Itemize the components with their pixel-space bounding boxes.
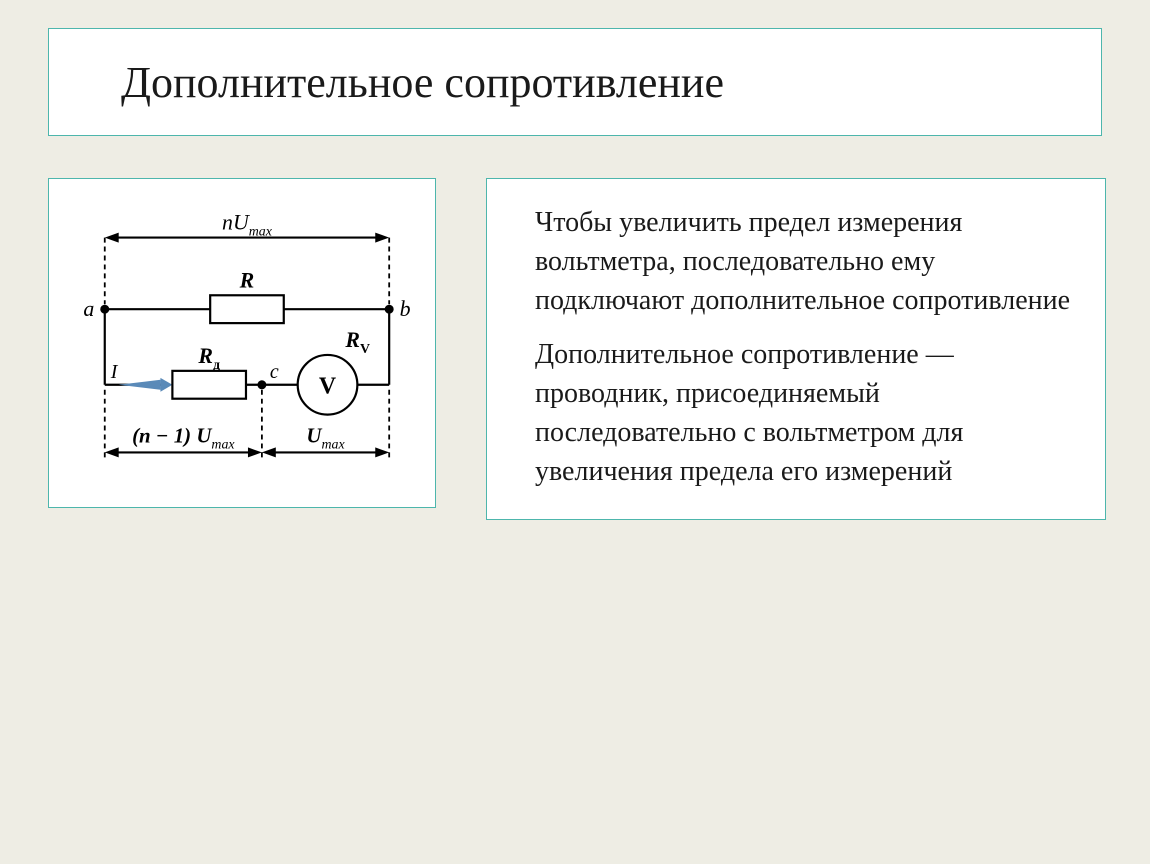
- title-container: Дополнительное сопротивление: [48, 28, 1102, 136]
- description-container: Чтобы увеличить предел измерения вольтме…: [486, 178, 1106, 520]
- label-R: R: [239, 268, 255, 292]
- label-b: b: [400, 297, 411, 321]
- circuit-diagram-container: nUmax R a b I Rд c V R: [48, 178, 436, 508]
- label-I: I: [110, 361, 119, 383]
- circuit-svg: nUmax R a b I Rд c V R: [61, 195, 423, 495]
- dim-top-arrow-right: [375, 233, 389, 243]
- node-c: [257, 380, 266, 389]
- label-a: a: [83, 297, 94, 321]
- label-c: c: [270, 361, 279, 383]
- label-Rd: Rд: [197, 344, 220, 373]
- label-V: V: [319, 374, 336, 400]
- resistor-R: [210, 295, 284, 323]
- dim-top-label: nUmax: [222, 211, 273, 240]
- description-para-2: Дополнительное сопротивление — проводник…: [535, 335, 1077, 492]
- dim-bl-arrow-l: [105, 447, 119, 457]
- dim-br-arrow-l: [262, 447, 276, 457]
- dim-bl-label: (n − 1) Umax: [132, 423, 235, 452]
- label-Rv: RV: [344, 328, 370, 357]
- dim-br-label: Umax: [306, 423, 345, 452]
- description-para-1: Чтобы увеличить предел измерения вольтме…: [535, 203, 1077, 321]
- dim-br-arrow-r: [375, 447, 389, 457]
- dim-bl-arrow-r: [248, 447, 262, 457]
- current-arrow-head: [160, 378, 172, 392]
- dim-top-arrow-left: [105, 233, 119, 243]
- page-title: Дополнительное сопротивление: [121, 57, 724, 108]
- current-arrow: [119, 380, 161, 390]
- resistor-Rd: [172, 371, 246, 399]
